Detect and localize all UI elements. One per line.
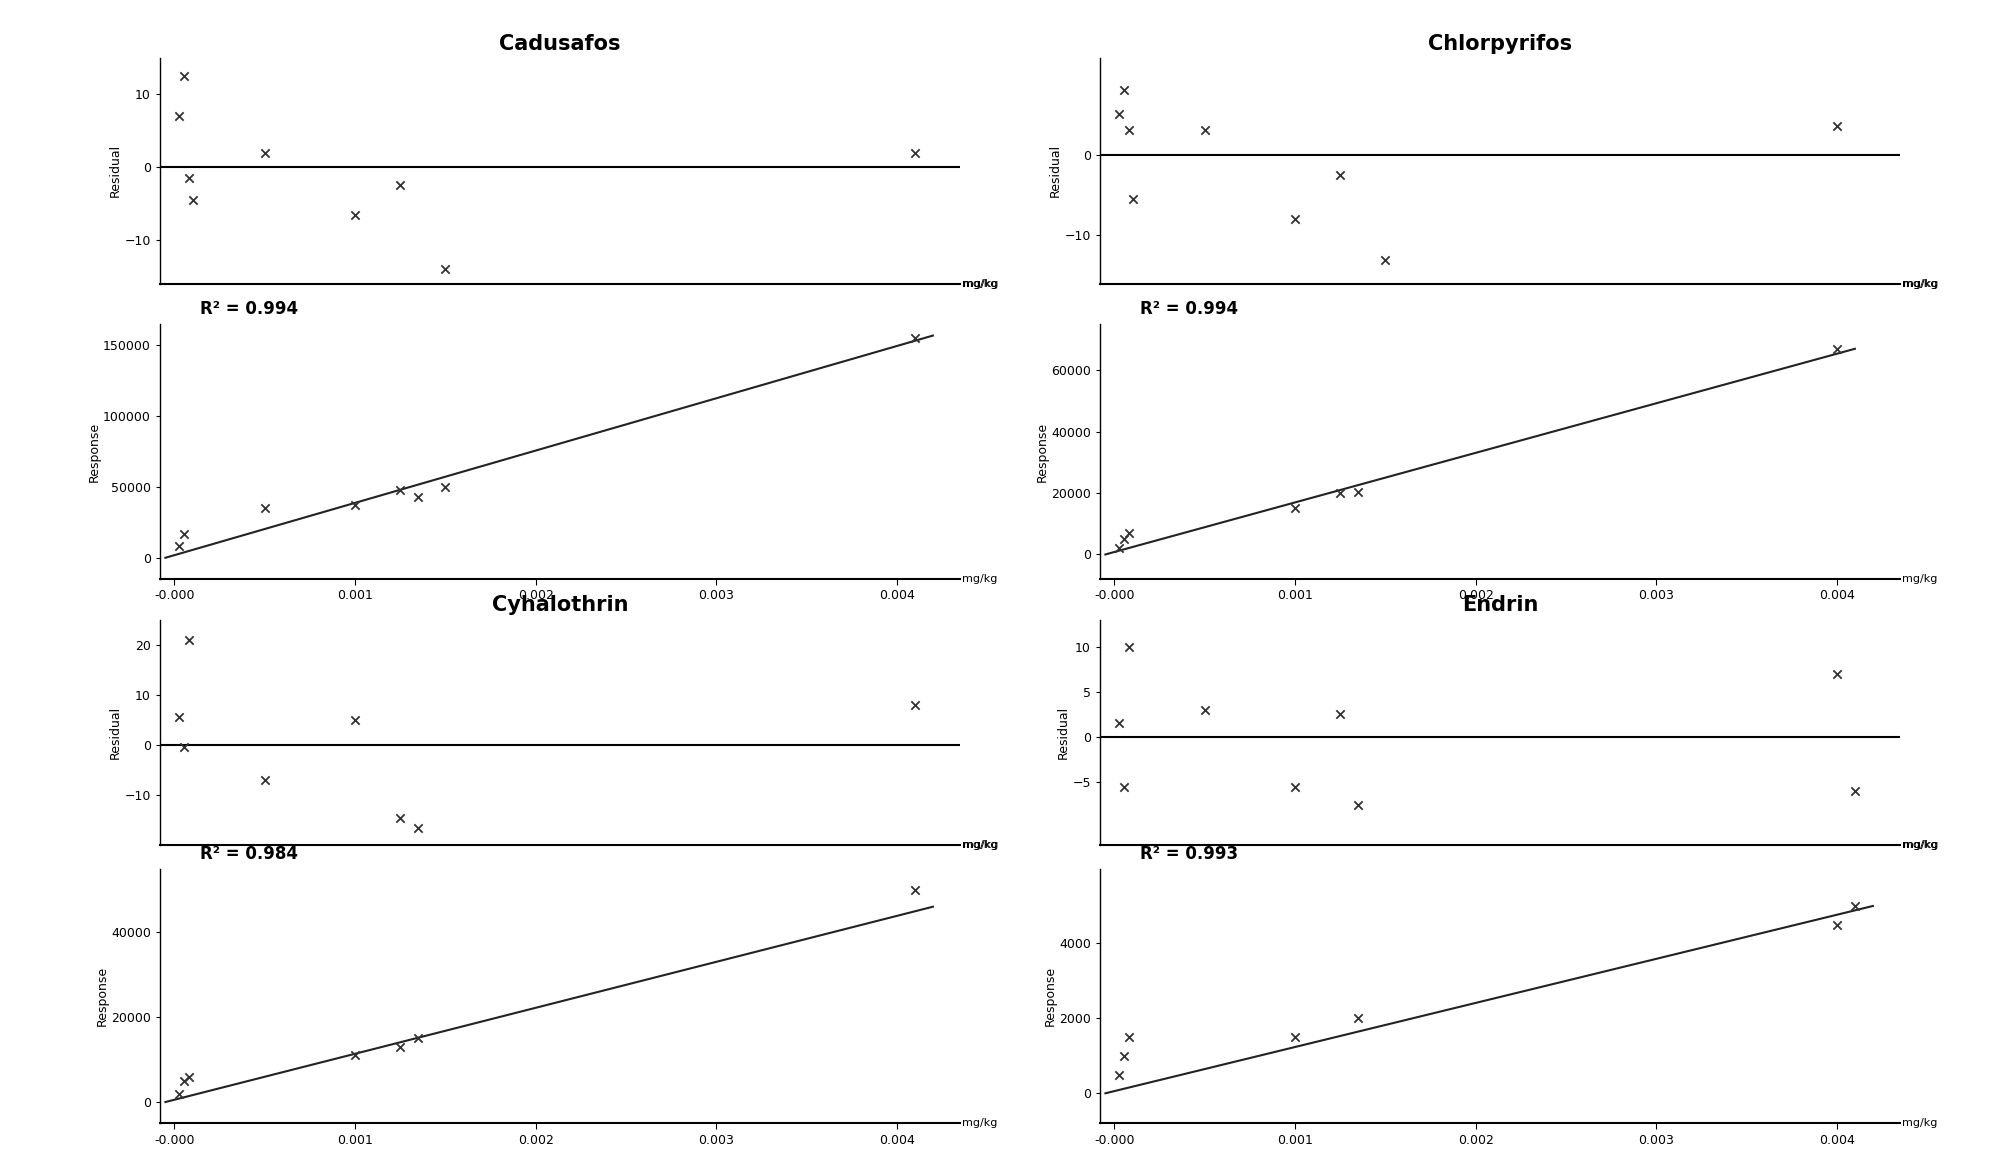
Point (1112, 122, 1144, 140)
Y-axis label: Residual: Residual (108, 706, 122, 758)
Point (1112, 523, 1144, 542)
Point (1342, 482, 1374, 500)
Point (172, 169, 204, 188)
Point (1102, 538, 1134, 557)
Title: Cyhalothrin: Cyhalothrin (492, 595, 628, 615)
Point (384, 808, 416, 827)
Point (162, 537, 194, 556)
Point (168, 739, 200, 757)
Point (1838, 896, 1870, 915)
Point (162, 1084, 194, 1102)
Point (898, 696, 930, 714)
Y-axis label: Residual: Residual (108, 145, 122, 197)
Y-axis label: Response: Response (88, 422, 100, 482)
Point (430, 259, 462, 278)
Point (248, 499, 280, 518)
Text: R² = 0.984: R² = 0.984 (200, 844, 298, 863)
Text: mg/kg: mg/kg (962, 841, 996, 850)
Text: mg/kg: mg/kg (1902, 1119, 1936, 1128)
Point (248, 144, 280, 162)
Text: mg/kg: mg/kg (962, 574, 996, 584)
Y-axis label: Response: Response (1036, 422, 1048, 482)
Point (1112, 637, 1144, 655)
Point (1188, 701, 1220, 719)
Point (1838, 782, 1870, 800)
Point (402, 1029, 434, 1048)
Point (172, 630, 204, 648)
Text: mg/kg: mg/kg (1902, 574, 1936, 584)
Point (898, 329, 930, 347)
Y-axis label: Response: Response (96, 966, 108, 1026)
Point (898, 144, 930, 162)
Point (168, 525, 200, 543)
Y-axis label: Response: Response (1044, 966, 1056, 1026)
Text: mg/kg: mg/kg (962, 279, 996, 288)
Point (1102, 714, 1134, 733)
Point (1188, 122, 1220, 140)
Point (402, 819, 434, 837)
Point (1324, 484, 1356, 503)
Point (1108, 81, 1140, 100)
Point (1280, 499, 1312, 518)
Point (384, 1038, 416, 1056)
Point (1820, 117, 1852, 135)
Point (1370, 250, 1402, 269)
Point (1112, 1028, 1144, 1047)
Point (1324, 705, 1356, 724)
Point (1820, 916, 1852, 935)
Point (1280, 1028, 1312, 1047)
Point (1342, 796, 1374, 814)
Point (340, 205, 372, 223)
Point (1820, 339, 1852, 358)
Point (176, 191, 208, 210)
Point (162, 107, 194, 125)
Point (1102, 105, 1134, 124)
Point (340, 711, 372, 730)
Point (1108, 777, 1140, 796)
Point (1280, 210, 1312, 228)
Point (1280, 777, 1312, 796)
Text: R² = 0.994: R² = 0.994 (200, 300, 298, 318)
Point (1820, 665, 1852, 683)
Point (1324, 166, 1356, 184)
Text: mg/kg: mg/kg (1902, 841, 1936, 850)
Text: mg/kg: mg/kg (962, 841, 998, 850)
Text: R² = 0.994: R² = 0.994 (1140, 300, 1238, 318)
Point (898, 880, 930, 899)
Text: mg/kg: mg/kg (1902, 279, 1936, 288)
Point (384, 481, 416, 499)
Text: mg/kg: mg/kg (1902, 841, 1938, 850)
Point (430, 478, 462, 497)
Y-axis label: Residual: Residual (1056, 706, 1070, 758)
Title: Endrin: Endrin (1462, 595, 1538, 615)
Point (402, 488, 434, 506)
Title: Chlorpyrifos: Chlorpyrifos (1428, 34, 1572, 53)
Point (162, 708, 194, 727)
Text: mg/kg: mg/kg (1902, 279, 1938, 288)
Point (1108, 1047, 1140, 1065)
Point (1342, 1009, 1374, 1027)
Title: Cadusafos: Cadusafos (500, 34, 620, 53)
Point (340, 1046, 372, 1064)
Point (1102, 1065, 1134, 1084)
Point (248, 771, 280, 790)
Point (1108, 530, 1140, 549)
Text: R² = 0.993: R² = 0.993 (1140, 844, 1238, 863)
Point (168, 1071, 200, 1090)
Point (172, 1068, 204, 1086)
Point (1116, 190, 1148, 208)
Text: mg/kg: mg/kg (962, 279, 998, 288)
Text: mg/kg: mg/kg (962, 1119, 996, 1128)
Point (340, 496, 372, 514)
Point (384, 176, 416, 195)
Y-axis label: Residual: Residual (1048, 145, 1062, 197)
Point (168, 67, 200, 86)
